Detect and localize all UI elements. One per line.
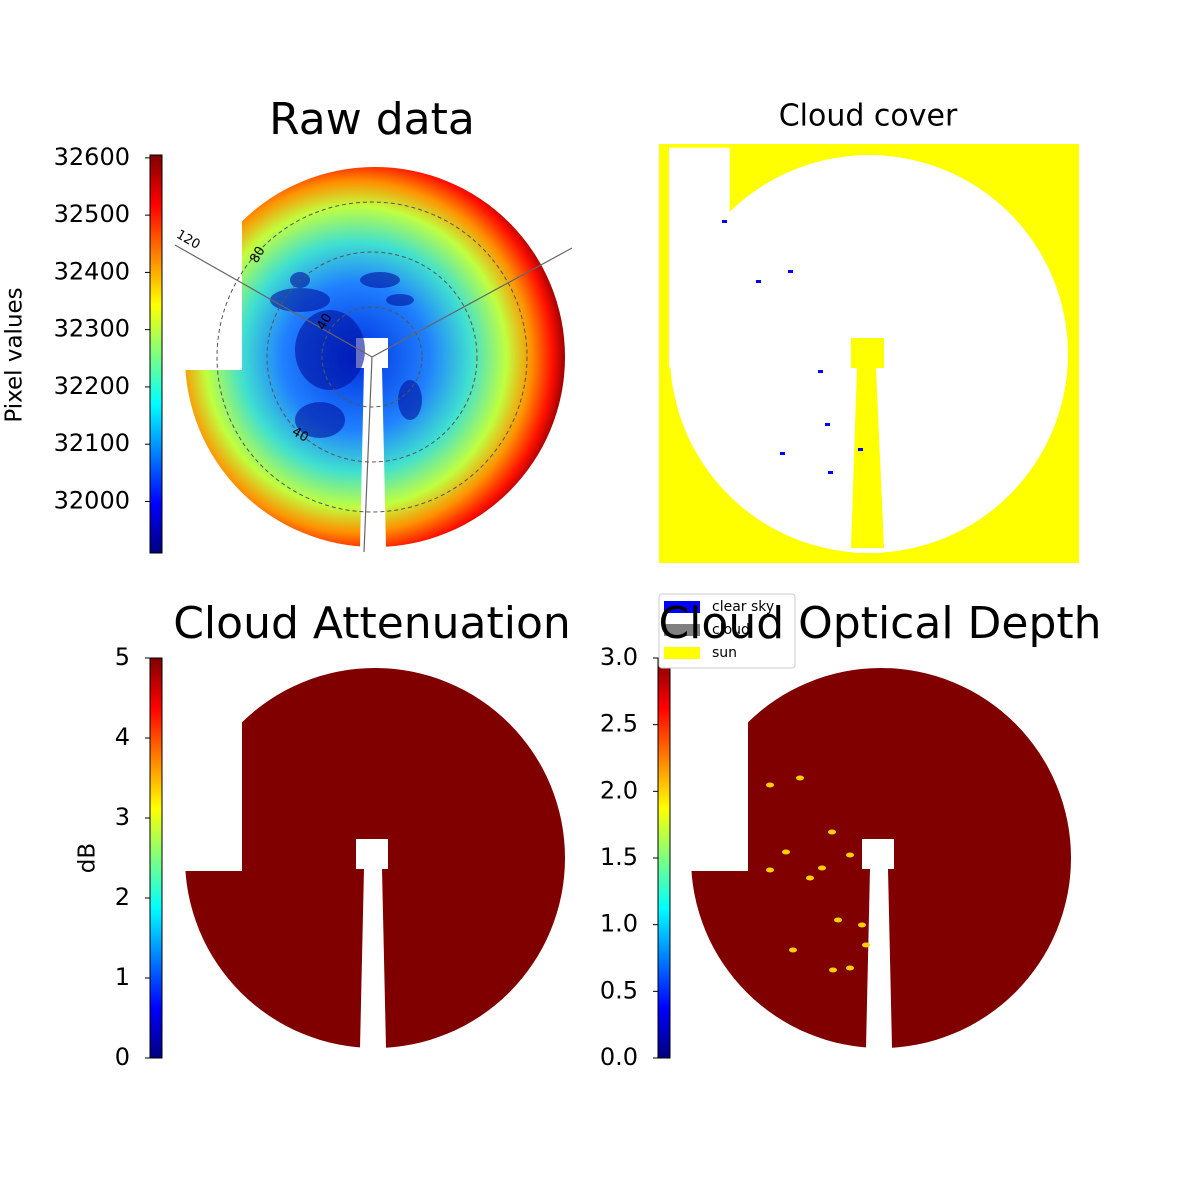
polar-spoke bbox=[174, 244, 573, 553]
legend-swatch bbox=[664, 624, 700, 636]
colorbar-label: Pixel values bbox=[2, 287, 28, 422]
cloud-blob bbox=[398, 380, 422, 420]
polar-ring bbox=[216, 201, 528, 513]
colorbar-tick-label: 2 bbox=[115, 883, 130, 911]
arm-shadow bbox=[360, 869, 386, 1048]
cloud-blob bbox=[360, 272, 400, 288]
horizon-obstruction bbox=[669, 147, 730, 368]
colorbar-tick-label: 0.5 bbox=[600, 976, 638, 1004]
speckle bbox=[766, 867, 774, 873]
speckle bbox=[796, 775, 804, 781]
colorbar-tick-label: 3 bbox=[115, 803, 130, 831]
panel-title: Cloud cover bbox=[779, 99, 958, 134]
clear-patch bbox=[828, 471, 833, 474]
colorbar-tick-label: 32100 bbox=[54, 429, 130, 457]
speckle bbox=[846, 965, 854, 971]
colorbar bbox=[657, 657, 671, 1059]
panel-title: Raw data bbox=[269, 94, 475, 145]
horizon-obstruction bbox=[184, 160, 242, 370]
clear-patch bbox=[722, 220, 727, 223]
colorbar-tick-label: 1.0 bbox=[600, 910, 638, 938]
sun-blocker-mask bbox=[851, 338, 884, 368]
speckle bbox=[782, 849, 790, 855]
polar-ring bbox=[266, 251, 478, 463]
cloud-blob bbox=[270, 288, 330, 312]
speckle bbox=[846, 852, 854, 858]
clear-patch bbox=[858, 448, 863, 451]
colorbar bbox=[149, 154, 163, 554]
speckle bbox=[829, 967, 837, 973]
panel-title: Cloud Attenuation bbox=[173, 598, 571, 649]
legend-label: clear sky bbox=[712, 599, 774, 615]
colorbar bbox=[149, 657, 163, 1059]
speckle bbox=[818, 865, 826, 871]
arm-shadow bbox=[866, 869, 892, 1048]
colorbar-label: dB bbox=[75, 843, 101, 873]
cloud-blob bbox=[295, 310, 365, 390]
colorbar-tick-label: 32300 bbox=[54, 315, 130, 343]
colorbar-tick-label: 32400 bbox=[54, 257, 130, 285]
polar-label: 40 bbox=[314, 311, 335, 333]
clear-patch bbox=[818, 370, 823, 373]
legend-label: sun bbox=[712, 645, 737, 661]
legend-swatch bbox=[664, 601, 700, 613]
speckle bbox=[834, 917, 842, 923]
speckle bbox=[828, 829, 836, 835]
colorbar-tick-label: 32500 bbox=[54, 200, 130, 228]
colorbar-tick-label: 5 bbox=[115, 643, 130, 671]
speckle bbox=[789, 947, 797, 953]
cloud-blob bbox=[295, 402, 345, 438]
clear-patch bbox=[756, 280, 761, 283]
clear-patch bbox=[780, 452, 785, 455]
colorbar-tick-label: 32000 bbox=[54, 486, 130, 514]
colorbar-tick-label: 4 bbox=[115, 723, 130, 751]
cloud-blob bbox=[386, 294, 414, 306]
horizon-obstruction bbox=[184, 661, 242, 871]
legend-label: cloud bbox=[712, 622, 750, 638]
polar-ring bbox=[321, 306, 423, 408]
speckle bbox=[766, 782, 774, 788]
colorbar-tick-label: 1.5 bbox=[600, 843, 638, 871]
colorbar-tick-label: 32600 bbox=[54, 143, 130, 171]
speckle bbox=[858, 922, 866, 928]
colorbar-tick-label: 32200 bbox=[54, 372, 130, 400]
arm-mask bbox=[851, 368, 884, 548]
speckle bbox=[806, 875, 814, 881]
colorbar-tick-label: 3.0 bbox=[600, 643, 638, 671]
sun-blocker bbox=[862, 839, 894, 869]
speckle bbox=[862, 942, 870, 948]
clear-patch bbox=[788, 270, 793, 273]
polar-label: 40 bbox=[289, 424, 311, 445]
legend-swatch bbox=[664, 647, 700, 659]
colorbar-tick-label: 1 bbox=[115, 963, 130, 991]
panel-title: Cloud Optical Depth bbox=[658, 598, 1101, 649]
horizon-obstruction bbox=[690, 661, 748, 871]
colorbar-tick-label: 2.5 bbox=[600, 710, 638, 738]
colorbar-tick-label: 0.0 bbox=[600, 1043, 638, 1071]
clear-patch bbox=[825, 423, 830, 426]
colorbar-tick-label: 2.0 bbox=[600, 776, 638, 804]
arm-shadow bbox=[360, 368, 386, 547]
sun-blocker bbox=[356, 839, 388, 869]
colorbar-tick-label: 0 bbox=[115, 1043, 130, 1071]
polar-label: 80 bbox=[247, 244, 268, 266]
